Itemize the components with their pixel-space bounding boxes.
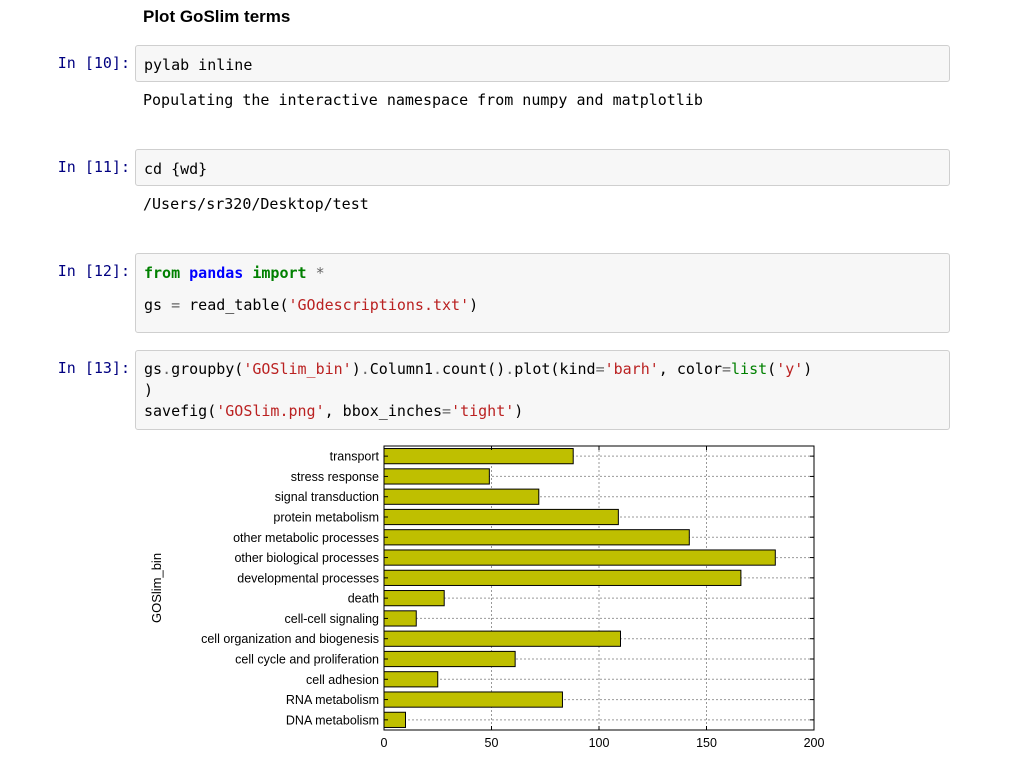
category-label: other biological processes	[234, 551, 379, 565]
bar-cell-adhesion	[383, 671, 439, 688]
category-label: protein metabolism	[273, 511, 379, 525]
cell-10-prompt: In [10]:	[57, 54, 130, 72]
keyword-import: import	[252, 264, 307, 282]
plot-frame	[383, 445, 815, 731]
category-label: DNA metabolism	[286, 713, 379, 727]
category-label: death	[348, 592, 379, 606]
cell-11-output: /Users/sr320/Desktop/test	[143, 195, 369, 213]
x-tick-label: 150	[696, 736, 717, 750]
y-axis-label: GOSlim_bin	[149, 553, 164, 623]
cell-12-input[interactable]: from pandas import * gs = read_table('GO…	[135, 253, 950, 333]
category-label: other metabolic processes	[233, 531, 379, 545]
code-token: gs	[144, 360, 163, 378]
category-label: RNA metabolism	[286, 693, 379, 707]
category-label: transport	[330, 450, 380, 464]
code-token: .	[360, 360, 370, 378]
code-string: 'GOSlim_bin'	[243, 360, 352, 378]
category-label: developmental processes	[237, 571, 379, 585]
code-builtin: list	[731, 360, 768, 378]
code-token: savefig(	[144, 402, 217, 420]
bar-cell-cycle-and-proliferation	[383, 650, 516, 668]
bar-signal-transduction	[383, 488, 540, 505]
barh-chart: transport stress response signal transduct…	[149, 445, 825, 750]
cell-12-prompt: In [12]:	[57, 262, 130, 280]
code-token: .	[162, 360, 172, 378]
module-pandas: pandas	[189, 264, 244, 282]
code-token: )	[803, 360, 813, 378]
code-token: plot(kind	[514, 360, 596, 378]
category-label: cell-cell signaling	[285, 612, 380, 626]
x-tick-label: 0	[381, 736, 388, 750]
code-token: =	[442, 402, 452, 420]
category-label: stress response	[291, 470, 379, 484]
cell-11-input[interactable]: cd {wd}	[135, 149, 950, 186]
section-heading: Plot GoSlim terms	[143, 7, 291, 26]
code-token: , color	[658, 360, 722, 378]
code-read-table: read_table(	[180, 296, 289, 314]
code-string: 'y'	[776, 360, 804, 378]
code-string: 'tight'	[451, 402, 515, 420]
keyword-from: from	[144, 264, 181, 282]
code-eq: =	[171, 296, 181, 314]
code-token: groupby(	[171, 360, 244, 378]
category-label: cell organization and biogenesis	[201, 632, 379, 646]
bar-stress-response	[383, 468, 490, 485]
category-label: signal transduction	[275, 490, 379, 504]
code-token: count()	[442, 360, 506, 378]
code-token: =	[595, 360, 605, 378]
code-gs: gs	[144, 296, 172, 314]
code-token: .	[433, 360, 443, 378]
chart-output: transport stress response signal transduct…	[135, 440, 835, 760]
import-star: *	[315, 264, 325, 282]
bar-cell-organization-and-biogenesis	[383, 630, 621, 647]
bar-rna-metabolism	[383, 691, 563, 708]
code-token: (	[767, 360, 777, 378]
cell-10-input[interactable]: pylab inline	[135, 45, 950, 82]
cell-11-code: cd {wd}	[144, 160, 208, 178]
bar-developmental-processes	[383, 569, 742, 586]
bar-cell-cell-signaling	[383, 610, 417, 627]
bar-protein-metabolism	[383, 508, 619, 526]
bar-other-biological-processes	[383, 549, 776, 566]
cell-13-prompt: In [13]:	[57, 359, 130, 377]
code-token: Column1	[369, 360, 433, 378]
cell-13-input[interactable]: gs.groupby('GOSlim_bin').Column1.count()…	[135, 350, 950, 430]
category-label: cell adhesion	[306, 673, 379, 687]
code-token: )	[514, 402, 524, 420]
x-tick-label: 100	[589, 736, 610, 750]
category-label: cell cycle and proliferation	[235, 653, 379, 667]
code-token: .	[505, 360, 515, 378]
code-close-paren: )	[469, 296, 479, 314]
code-token: )	[351, 360, 361, 378]
bar-death	[383, 590, 445, 607]
cell-10-output: Populating the interactive namespace fro…	[143, 91, 703, 109]
x-tick-label: 50	[485, 736, 499, 750]
code-token: )	[144, 381, 154, 399]
code-filename-string: 'GOdescriptions.txt'	[288, 296, 470, 314]
code-token: =	[722, 360, 732, 378]
code-string: 'GOSlim.png'	[216, 402, 325, 420]
cell-11-prompt: In [11]:	[57, 158, 130, 176]
bar-other-metabolic-processes	[383, 529, 690, 546]
code-token: , bbox_inches	[324, 402, 443, 420]
cell-10-code: pylab inline	[144, 56, 253, 74]
x-tick-label: 200	[804, 736, 825, 750]
code-string: 'barh'	[604, 360, 659, 378]
bar-transport	[383, 448, 574, 465]
